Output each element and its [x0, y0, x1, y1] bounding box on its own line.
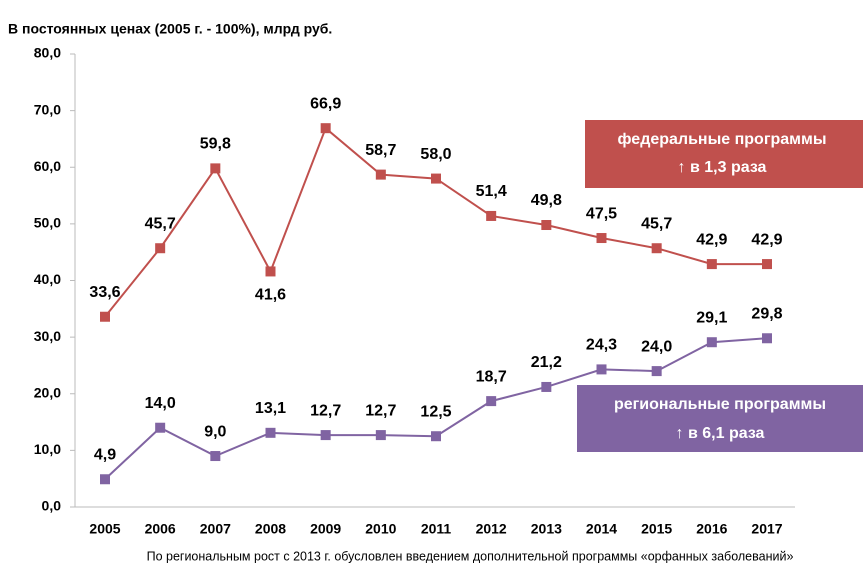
value-label: 29,1 [696, 309, 727, 326]
value-label: 41,6 [255, 287, 286, 304]
x-tick-label: 2006 [145, 521, 176, 537]
value-label: 58,7 [365, 142, 396, 159]
point [762, 333, 772, 344]
value-label: 12,5 [420, 403, 451, 420]
value-label: 42,9 [751, 231, 782, 248]
chart-title: В постоянных ценах (2005 г. - 100%), млр… [8, 21, 332, 37]
y-tick-label: 40,0 [34, 271, 61, 287]
value-label: 24,0 [641, 338, 672, 355]
point [651, 243, 662, 254]
value-label: 29,8 [751, 305, 782, 322]
x-tick-label: 2017 [751, 521, 782, 537]
point [210, 451, 221, 462]
x-tick-label: 2014 [586, 521, 617, 537]
value-label: 45,7 [641, 215, 672, 232]
x-tick-label: 2009 [310, 521, 341, 537]
x-tick-label: 2015 [641, 521, 672, 537]
value-label: 66,9 [310, 95, 341, 112]
point [486, 396, 497, 407]
y-tick-label: 50,0 [34, 215, 61, 231]
point [541, 381, 552, 392]
value-label: 42,9 [696, 231, 727, 248]
point [596, 364, 607, 375]
value-label: 47,5 [586, 205, 617, 222]
value-label: 51,4 [476, 183, 507, 200]
value-label: 24,3 [586, 337, 617, 354]
value-label: 13,1 [255, 400, 286, 417]
federal-box-title: федеральные программы [618, 131, 827, 148]
regional-box [577, 385, 863, 452]
point [210, 163, 221, 174]
point [320, 430, 331, 441]
value-label: 12,7 [310, 402, 341, 419]
value-label: 45,7 [145, 215, 176, 232]
value-label: 4,9 [94, 446, 116, 463]
y-tick-label: 10,0 [34, 441, 61, 457]
value-label: 49,8 [531, 192, 562, 209]
value-label: 14,0 [145, 395, 176, 412]
value-label: 18,7 [476, 368, 507, 385]
value-label: 33,6 [89, 284, 120, 301]
point [265, 266, 276, 277]
point [431, 173, 441, 184]
x-tick-label: 2016 [696, 521, 727, 537]
point [100, 474, 110, 485]
point [486, 210, 497, 221]
value-label: 9,0 [204, 423, 226, 440]
x-tick-label: 2008 [255, 521, 286, 537]
value-label: 59,8 [200, 136, 231, 153]
value-label: 58,0 [420, 146, 451, 163]
x-tick-label: 2007 [200, 521, 231, 537]
point [155, 243, 166, 254]
point [596, 233, 607, 244]
x-tick-label: 2005 [89, 521, 120, 537]
point [706, 337, 717, 348]
y-tick-label: 70,0 [34, 101, 61, 117]
y-tick-label: 80,0 [34, 45, 61, 61]
x-tick-label: 2013 [531, 521, 562, 537]
y-tick-label: 30,0 [34, 328, 61, 344]
value-label: 12,7 [365, 402, 396, 419]
y-tick-label: 20,0 [34, 384, 61, 400]
point [100, 311, 110, 322]
point [541, 220, 552, 231]
point [706, 259, 717, 270]
point [375, 430, 386, 441]
x-tick-label: 2010 [365, 521, 396, 537]
point [375, 169, 386, 180]
point [155, 422, 166, 433]
point [651, 366, 662, 377]
federal-growth: ↑ в 1,3 раза [678, 159, 767, 176]
point [265, 427, 276, 438]
y-tick-label: 60,0 [34, 158, 61, 174]
x-tick-label: 2011 [421, 521, 452, 537]
regional-box-title: региональные программы [614, 396, 826, 413]
x-tick-label: 2012 [476, 521, 507, 537]
value-label: 21,2 [531, 354, 562, 371]
regional-growth: ↑ в 6,1 раза [676, 425, 765, 442]
federal-box [585, 120, 863, 188]
point [431, 431, 441, 442]
y-tick-label: 0,0 [42, 498, 62, 514]
point [762, 259, 772, 270]
point [320, 123, 331, 134]
footnote: По региональным рост с 2013 г. обусловле… [147, 549, 794, 563]
